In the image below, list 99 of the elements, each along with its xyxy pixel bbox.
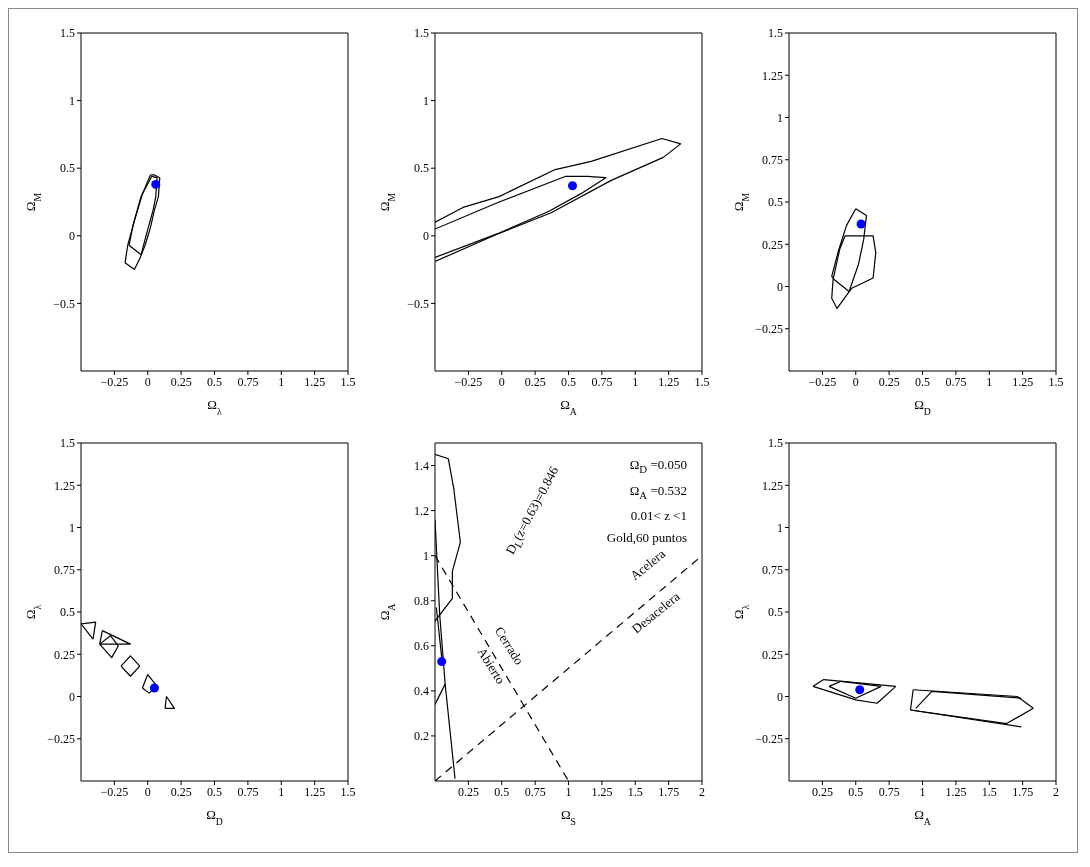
x-tick-label: 0.25 (170, 784, 192, 799)
y-tick-label: 1.5 (414, 26, 429, 41)
y-tick-label: −0.5 (53, 296, 75, 311)
y-tick-label: 1 (69, 520, 75, 535)
x-tick-label: 1 (919, 784, 926, 799)
x-tick-label: 0.5 (207, 784, 222, 799)
x-tick-label: 1.5 (694, 374, 710, 389)
x-tick-label: 0 (852, 374, 859, 389)
x-tick-label: 1.25 (945, 784, 967, 799)
x-tick-label: 1.25 (658, 374, 680, 389)
y-tick-label: 1.2 (414, 503, 429, 518)
y-tick-label: 0.4 (414, 684, 429, 699)
x-axis-title: Ω$_{A}$ (560, 397, 577, 417)
y-tick-label: 1.25 (762, 68, 783, 83)
y-tick-label: 0.25 (762, 237, 783, 252)
y-tick-label: 1 (69, 93, 75, 108)
y-tick-label: 0.75 (54, 563, 75, 578)
x-tick-label: 0.75 (524, 784, 546, 799)
x-tick-label: 0.75 (878, 784, 900, 799)
x-axis-title: Ω$_{λ}$ (207, 397, 222, 417)
y-tick-label: 0.5 (60, 605, 75, 620)
x-tick-label: −0.25 (454, 374, 483, 389)
y-tick-label: 1.25 (762, 478, 783, 493)
y-tick-label: 0 (423, 229, 429, 244)
x-tick-label: 0.25 (524, 374, 546, 389)
x-tick-label: 1.75 (1012, 784, 1034, 799)
y-tick-label: 1.5 (60, 436, 75, 451)
y-tick-label: −0.5 (407, 296, 429, 311)
y-tick-label: 1.5 (768, 26, 783, 41)
x-tick-label: 1 (632, 374, 639, 389)
x-tick-label: −0.25 (808, 374, 837, 389)
y-tick-label: 1 (423, 548, 429, 563)
x-tick-label: 1 (278, 784, 285, 799)
y-tick-label: 0.75 (762, 563, 783, 578)
x-tick-label: 0.5 (494, 784, 510, 799)
y-tick-label: 1 (777, 520, 783, 535)
x-tick-label: 1.5 (981, 784, 997, 799)
x-tick-label: 1.25 (1012, 374, 1034, 389)
x-axis-title: Ω$_{S}$ (560, 807, 577, 827)
x-tick-label: 1.5 (627, 784, 643, 799)
y-tick-label: 1 (777, 110, 783, 125)
y-tick-label: 0.2 (414, 729, 429, 744)
x-axis-title: Ω$_{D}$ (206, 807, 223, 827)
x-tick-label: 1.5 (340, 784, 356, 799)
y-tick-label: −0.25 (755, 732, 783, 747)
x-tick-label: 1 (278, 374, 285, 389)
x-tick-label: 0.5 (207, 374, 222, 389)
annotation: Ω$_{D}$ =0.050 (628, 456, 687, 477)
x-tick-label: 0.75 (945, 374, 967, 389)
x-axis-title: Ω$_{A}$ (914, 807, 931, 827)
x-tick-label: 0.25 (878, 374, 900, 389)
y-tick-label: 0.5 (768, 605, 783, 620)
y-tick-label: 0.5 (768, 195, 783, 210)
y-tick-label: 0.8 (414, 593, 429, 608)
y-tick-label: 0.25 (54, 647, 75, 662)
x-tick-label: 1.25 (304, 374, 326, 389)
y-tick-label: 0.5 (414, 161, 429, 176)
x-tick-label: 0.75 (591, 374, 613, 389)
x-tick-label: 1.5 (1048, 374, 1064, 389)
annotation: Ω$_{A}$ =0.532 (628, 481, 687, 503)
x-tick-label: 0.25 (170, 374, 192, 389)
y-tick-label: 1.4 (414, 458, 429, 473)
x-tick-label: 0.5 (561, 374, 576, 389)
y-tick-label: 0 (777, 279, 783, 294)
x-tick-label: 0.25 (457, 784, 479, 799)
x-tick-label: 0 (144, 374, 151, 389)
y-tick-label: −0.25 (755, 322, 783, 337)
x-tick-label: 0.25 (811, 784, 833, 799)
y-tick-label: 0 (69, 689, 75, 704)
x-tick-label: 2 (1053, 784, 1059, 799)
x-tick-label: −0.25 (100, 374, 129, 389)
x-tick-label: 0.75 (237, 784, 259, 799)
x-tick-label: 1.75 (658, 784, 680, 799)
x-tick-label: 1 (565, 784, 572, 799)
y-tick-label: 1.25 (54, 478, 75, 493)
y-tick-label: 0.5 (60, 161, 75, 176)
y-tick-label: 0 (777, 689, 783, 704)
y-tick-label: 0.25 (762, 647, 783, 662)
y-tick-label: 0 (69, 229, 75, 244)
y-tick-label: −0.25 (47, 732, 75, 747)
y-tick-label: 0.75 (762, 153, 783, 168)
y-tick-label: 1.5 (60, 26, 75, 41)
x-tick-label: −0.25 (100, 784, 129, 799)
x-tick-label: 1 (986, 374, 993, 389)
x-tick-label: 1.25 (304, 784, 326, 799)
y-tick-label: 1.5 (768, 436, 783, 451)
x-tick-label: 2 (699, 784, 705, 799)
x-axis-title: Ω$_{D}$ (914, 397, 931, 417)
x-tick-label: 0.5 (848, 784, 864, 799)
x-tick-label: 1.25 (591, 784, 613, 799)
annotation: 0.01< z <1 (629, 507, 687, 526)
x-tick-label: 0 (144, 784, 151, 799)
annotation: Gold,60 puntos (606, 530, 687, 546)
x-tick-label: 0.75 (237, 374, 259, 389)
x-tick-label: 0 (498, 374, 505, 389)
y-tick-label: 1 (423, 93, 429, 108)
y-tick-label: 0.6 (414, 639, 429, 654)
x-tick-label: 1.5 (340, 374, 356, 389)
x-tick-label: 0.5 (915, 374, 930, 389)
